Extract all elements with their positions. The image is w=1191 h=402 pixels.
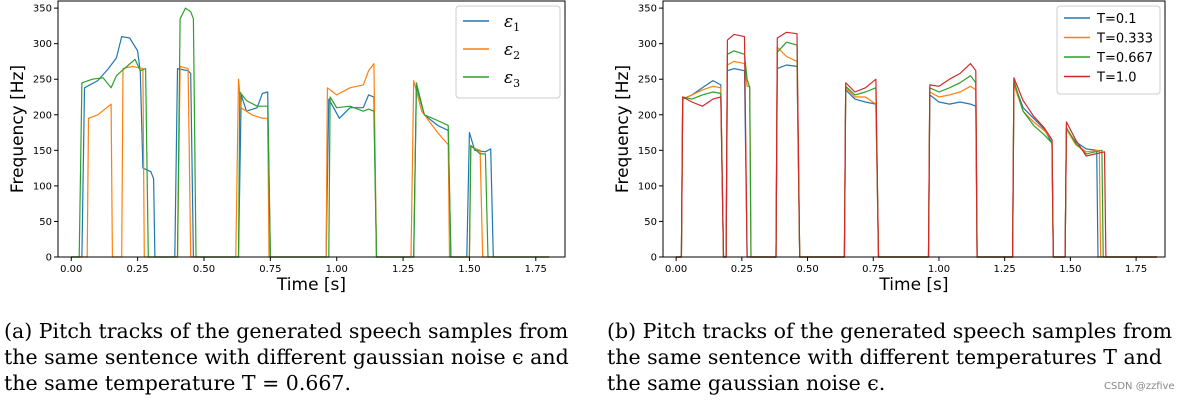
y-tick-label-a-1: 50	[39, 217, 52, 228]
x-tick-label-a-2: 0.50	[193, 264, 215, 275]
y-tick-label-b-1: 50	[644, 217, 657, 228]
y-tick-label-a-5: 250	[33, 75, 52, 86]
legend-label-b-3: T=0.667	[1096, 51, 1153, 66]
caption-b-line-3: the same gaussian noise ϵ.	[607, 371, 886, 395]
x-tick-label-a-3: 0.75	[259, 264, 281, 275]
x-tick-label-b-6: 1.50	[1059, 264, 1081, 275]
y-tick-label-b-7: 350	[638, 4, 657, 15]
y-tick-label-a-0: 0	[46, 253, 52, 264]
y-tick-label-b-0: 0	[651, 253, 657, 264]
x-tick-label-a-7: 1.75	[525, 264, 547, 275]
plot-frame-a	[57, 0, 566, 258]
legend-label-b-2: T=0.333	[1096, 32, 1153, 47]
x-tick-label-b-5: 1.25	[994, 264, 1016, 275]
y-axis-label-b: Frequency [Hz]	[613, 65, 633, 193]
caption-b-line-2: the same sentence with different tempera…	[607, 345, 1163, 369]
caption-a: (a) Pitch tracks of the generated speech…	[4, 318, 569, 396]
x-tick-label-b-1: 0.25	[731, 264, 753, 275]
y-tick-label-b-6: 300	[638, 39, 657, 50]
y-tick-label-a-2: 100	[33, 181, 52, 192]
x-tick-label-b-0: 0.00	[665, 264, 687, 275]
chart-b: 0.00 0.25 0.50 0.75 1.00 1.25 1.50 1.75 0 50 100 15…	[613, 0, 1166, 295]
legend-a: ε1 ε2 ε3	[455, 5, 561, 99]
legend-box-a	[455, 5, 561, 99]
y-tick-label-a-4: 200	[33, 110, 52, 121]
caption-a-line-3: the same temperature T = 0.667.	[4, 371, 351, 395]
plot-frame-b	[662, 0, 1166, 258]
x-axis-label-a: Time [s]	[276, 275, 346, 295]
legend-label-a-1: ε1	[504, 12, 520, 34]
caption-b-line-1: (b) Pitch tracks of the generated speech…	[607, 319, 1173, 343]
caption-a-line-2: the same sentence with different gaussia…	[4, 345, 569, 369]
caption-a-line-1: (a) Pitch tracks of the generated speech…	[4, 319, 569, 343]
x-tick-label-a-4: 1.00	[326, 264, 348, 275]
y-tick-label-b-3: 150	[638, 146, 657, 157]
legend-b: T=0.1 T=0.333 T=0.667 T=1.0	[1056, 5, 1161, 95]
x-tick-label-a-0: 0.00	[60, 264, 82, 275]
x-tick-label-b-3: 0.75	[862, 264, 884, 275]
x-tick-label-b-7: 1.75	[1125, 264, 1147, 275]
x-tick-label-a-1: 0.25	[127, 264, 149, 275]
caption-b: (b) Pitch tracks of the generated speech…	[607, 318, 1172, 396]
watermark: CSDN @zzfive	[1104, 381, 1175, 392]
x-tick-label-b-2: 0.50	[796, 264, 818, 275]
y-tick-label-b-4: 200	[638, 110, 657, 121]
x-tick-label-a-6: 1.50	[458, 264, 480, 275]
chart-a: 0.00 0.25 0.50 0.75 1.00 1.25 1.50 1.75 0 50 100 15…	[8, 0, 566, 295]
legend-label-a-2: ε2	[504, 40, 520, 62]
y-tick-label-a-3: 150	[33, 146, 52, 157]
legend-label-b-4: T=1.0	[1096, 71, 1137, 86]
y-axis-label-a: Frequency [Hz]	[8, 65, 28, 193]
y-tick-label-b-2: 100	[638, 181, 657, 192]
y-tick-label-b-5: 250	[638, 75, 657, 86]
y-tick-label-a-6: 300	[33, 39, 52, 50]
x-axis-label-b: Time [s]	[878, 275, 948, 295]
series-line-a-3	[71, 7, 550, 258]
y-tick-label-a-7: 350	[33, 4, 52, 15]
legend-box-b	[1056, 5, 1161, 95]
legend-label-a-3: ε3	[504, 68, 520, 90]
x-tick-label-a-5: 1.25	[392, 264, 414, 275]
x-tick-label-b-4: 1.00	[928, 264, 950, 275]
legend-label-b-1: T=0.1	[1096, 12, 1137, 27]
